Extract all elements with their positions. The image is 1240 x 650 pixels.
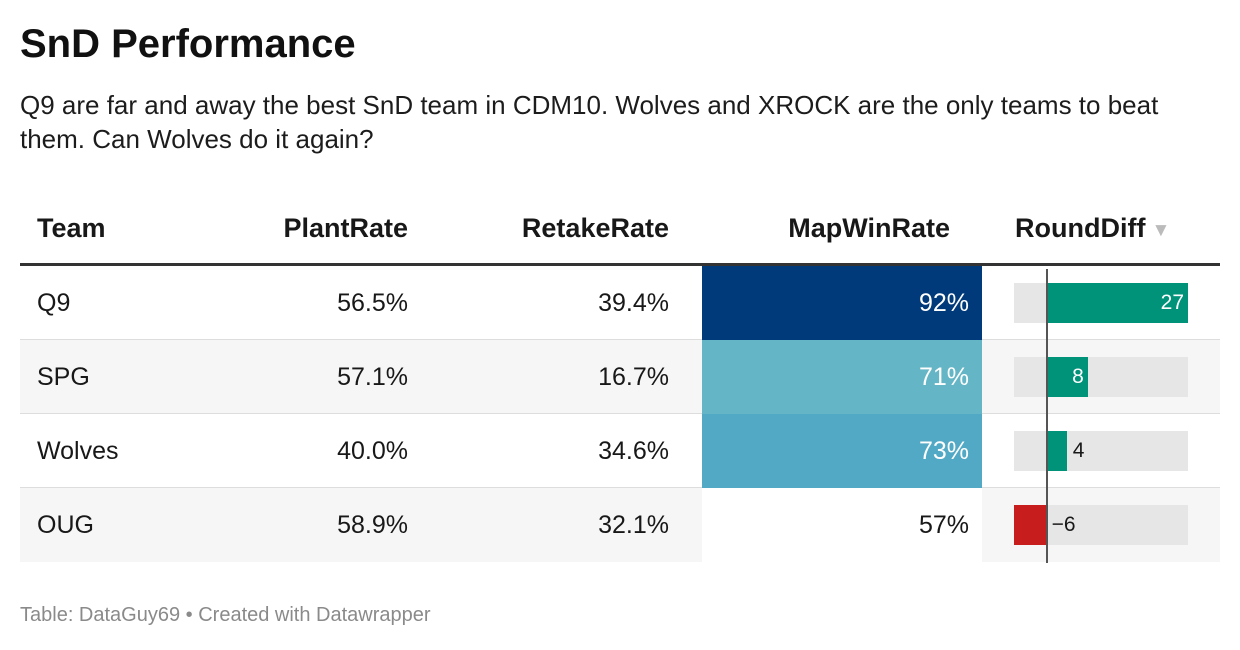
rounddiff-bar: [1014, 505, 1046, 545]
rounddiff-cell: −6: [982, 488, 1220, 562]
column-header-retakerate[interactable]: RetakeRate: [521, 213, 669, 243]
plantrate-cell: 58.9%: [337, 511, 408, 539]
chart-title: SnD Performance: [20, 22, 356, 66]
table-row: SPG 57.1% 16.7% 71% 8: [20, 340, 1220, 414]
column-header-plantrate[interactable]: PlantRate: [283, 213, 408, 243]
column-header-mapwinrate[interactable]: MapWinRate: [788, 213, 950, 243]
rounddiff-bar-background: [1014, 431, 1188, 471]
retakerate-cell: 39.4%: [598, 289, 669, 317]
column-header-team[interactable]: Team: [37, 213, 106, 243]
data-table: Team PlantRate RetakeRate MapWinRate Rou…: [20, 196, 1220, 562]
mapwinrate-cell: 92%: [702, 266, 982, 340]
chart-description: Q9 are far and away the best SnD team in…: [20, 90, 1159, 154]
rounddiff-value: 4: [1072, 439, 1085, 462]
rounddiff-bar: [1045, 283, 1188, 323]
retakerate-cell: 34.6%: [598, 437, 669, 465]
plantrate-cell: 56.5%: [337, 289, 408, 317]
team-cell: Q9: [37, 289, 71, 317]
chart-footer: Table: DataGuy69 • Created with Datawrap…: [20, 604, 431, 626]
plantrate-cell: 40.0%: [337, 437, 408, 465]
rounddiff-cell: 27: [982, 266, 1220, 340]
mapwinrate-cell: 57%: [702, 488, 982, 562]
team-cell: SPG: [37, 363, 90, 391]
table-row: Q9 56.5% 39.4% 92% 27: [20, 266, 1220, 340]
team-cell: Wolves: [37, 437, 119, 465]
table-header: Team PlantRate RetakeRate MapWinRate Rou…: [20, 196, 1220, 266]
rounddiff-cell: 4: [982, 414, 1220, 488]
retakerate-cell: 32.1%: [598, 511, 669, 539]
rounddiff-bar: [1045, 431, 1067, 471]
rounddiff-value: −6: [1051, 513, 1076, 536]
column-header-rounddiff[interactable]: RoundDiff ▼: [1015, 213, 1170, 244]
table-row: OUG 58.9% 32.1% 57% −6: [20, 488, 1220, 562]
rounddiff-value: 27: [1160, 291, 1184, 314]
rounddiff-value: 8: [1072, 365, 1084, 388]
rounddiff-bar: [1045, 357, 1088, 397]
sort-descending-icon[interactable]: ▼: [1151, 220, 1171, 241]
rounddiff-zero-axis: [1046, 269, 1048, 563]
mapwinrate-cell: 71%: [702, 340, 982, 414]
plantrate-cell: 57.1%: [337, 363, 408, 391]
mapwinrate-cell: 73%: [702, 414, 982, 488]
team-cell: OUG: [37, 511, 94, 539]
rounddiff-header-label: RoundDiff: [1015, 213, 1146, 243]
rounddiff-bar-background: [1014, 357, 1188, 397]
table-row: Wolves 40.0% 34.6% 73% 4: [20, 414, 1220, 488]
rounddiff-cell: 8: [982, 340, 1220, 414]
retakerate-cell: 16.7%: [598, 363, 669, 391]
